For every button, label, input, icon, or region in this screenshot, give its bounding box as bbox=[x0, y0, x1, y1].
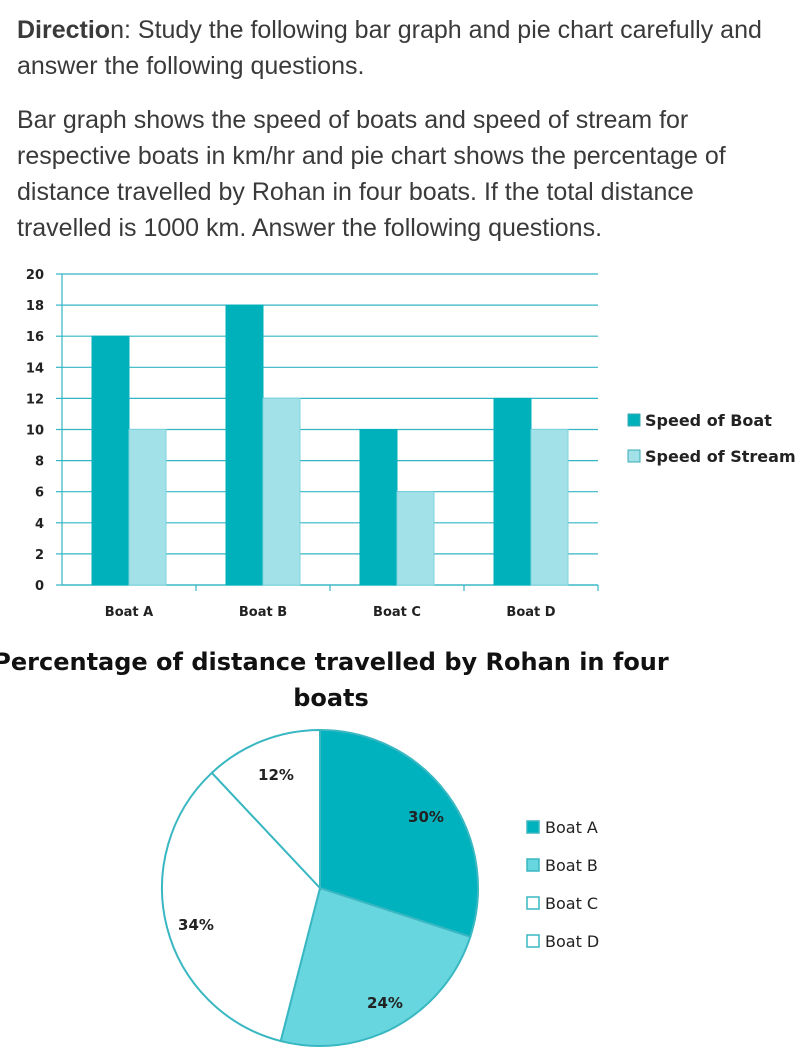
pie-slice-boat-d bbox=[210, 728, 321, 891]
direction-label: Directio bbox=[17, 16, 111, 44]
x-tick-label: Boat D bbox=[506, 605, 555, 620]
pie-legend-label: Boat A bbox=[545, 818, 598, 837]
bar-speed-of-stream bbox=[396, 491, 435, 586]
pie-legend-label: Boat C bbox=[545, 894, 598, 913]
pie-slice-label: 34% bbox=[178, 916, 214, 934]
y-tick-label: 2 bbox=[35, 548, 44, 563]
y-tick-label: 0 bbox=[35, 579, 44, 594]
pie-chart: Percentage of distance travelled by Roha… bbox=[0, 648, 669, 1047]
bar-speed-of-stream bbox=[128, 429, 167, 586]
y-tick-label: 6 bbox=[35, 486, 44, 501]
y-tick-label: 14 bbox=[26, 361, 44, 376]
pie-slice-boat-c bbox=[161, 771, 322, 1043]
legend-label: Speed of Stream bbox=[645, 447, 796, 466]
legend-label: Speed of Boat bbox=[645, 411, 772, 430]
pie-title-line: boats bbox=[293, 684, 369, 712]
description-text: Bar graph shows the speed of boats and s… bbox=[17, 106, 726, 242]
x-tick-label: Boat A bbox=[105, 605, 153, 620]
y-tick-label: 18 bbox=[26, 299, 44, 314]
pie-title-line: Percentage of distance travelled by Roha… bbox=[0, 648, 669, 676]
pie-legend-swatch bbox=[526, 896, 540, 910]
bar-speed-of-stream bbox=[262, 397, 301, 586]
pie-slice-label: 12% bbox=[258, 766, 294, 784]
pie-slice-boat-b bbox=[279, 886, 472, 1047]
pie-legend-swatch bbox=[526, 858, 540, 872]
pie-slice-boat-a bbox=[319, 728, 479, 939]
legend-swatch bbox=[627, 449, 641, 463]
x-tick-label: Boat C bbox=[373, 605, 421, 620]
bar-speed-of-stream bbox=[530, 429, 569, 586]
direction-text: Direction: Study the following bar graph… bbox=[17, 12, 787, 84]
legend-swatch bbox=[627, 413, 641, 427]
y-tick-label: 12 bbox=[26, 392, 44, 407]
y-tick-label: 10 bbox=[26, 424, 44, 439]
bar-speed-of-boat bbox=[493, 397, 532, 586]
bar-chart: 0 2 4 6 8 10 12 14 16 18 20 Boat A Boat B Boat C Boat … bbox=[26, 268, 796, 620]
y-tick-label: 20 bbox=[26, 268, 44, 283]
direction-body: n: Study the following bar graph and pie… bbox=[17, 16, 762, 80]
pie-slice-label: 30% bbox=[408, 808, 444, 826]
pie-legend-swatch bbox=[526, 820, 540, 834]
pie-legend-label: Boat D bbox=[545, 932, 599, 951]
x-tick-label: Boat B bbox=[239, 605, 287, 620]
pie-legend-label: Boat B bbox=[545, 856, 598, 875]
bar-speed-of-boat bbox=[225, 304, 264, 586]
bar-speed-of-boat bbox=[359, 429, 398, 586]
pie-slice-label: 24% bbox=[367, 994, 403, 1012]
bar-speed-of-boat bbox=[91, 335, 130, 586]
pie-legend-swatch bbox=[526, 934, 540, 948]
y-tick-label: 4 bbox=[35, 517, 44, 532]
y-tick-label: 8 bbox=[35, 455, 44, 470]
y-tick-label: 16 bbox=[26, 330, 44, 345]
